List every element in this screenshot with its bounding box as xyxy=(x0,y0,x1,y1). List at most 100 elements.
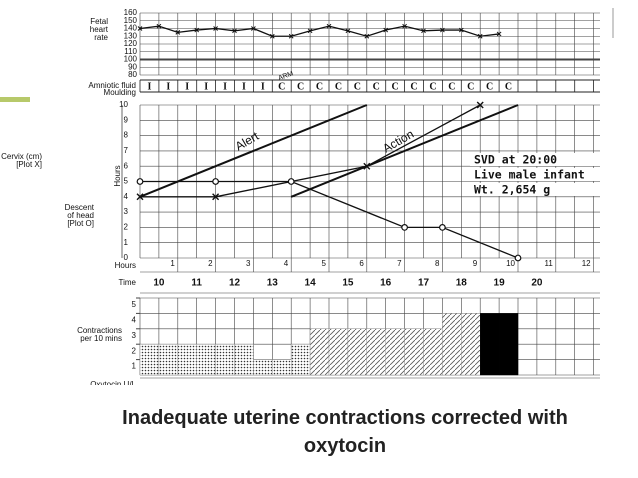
title-line: oxytocin xyxy=(303,435,387,457)
x-tick-label: 10 xyxy=(506,259,515,268)
y-tick-label: 10 xyxy=(119,100,128,109)
liquor-entry: C xyxy=(410,81,417,92)
contraction-bar xyxy=(309,328,330,376)
slide-title: Inadequate uterine contractions correcte… xyxy=(0,404,638,460)
contraction-bar xyxy=(385,328,405,376)
fhr-point xyxy=(156,23,162,29)
y-tick-label: 150 xyxy=(124,16,138,25)
y-tick-label: 6 xyxy=(124,161,129,170)
liquor-entry: C xyxy=(373,81,380,92)
time-label: 18 xyxy=(456,278,468,289)
descent-point xyxy=(439,223,446,231)
liquor-entry: C xyxy=(297,81,304,92)
fhr-point xyxy=(458,27,464,33)
liquor-entry: C xyxy=(335,81,342,92)
x-tick-label: 8 xyxy=(435,259,440,268)
descent-point xyxy=(287,178,295,185)
contraction-bar xyxy=(215,344,235,376)
x-tick-label: 11 xyxy=(544,259,553,268)
contraction-bar xyxy=(498,313,519,376)
axis-label: per 10 mins xyxy=(80,334,122,343)
y-tick-label: 8 xyxy=(124,131,129,140)
series-line xyxy=(140,180,519,259)
x-tick-label: 5 xyxy=(322,259,327,268)
x-tick-label: 7 xyxy=(397,259,402,268)
series-line xyxy=(290,104,519,198)
contraction-bar xyxy=(234,344,254,376)
y-tick-label: 160 xyxy=(124,8,138,17)
fhr-point xyxy=(213,26,218,31)
fhr-point xyxy=(194,27,200,33)
fhr-point xyxy=(496,31,502,37)
liquor-entry: C xyxy=(467,81,474,92)
fhr-point xyxy=(288,33,294,39)
contraction-bar xyxy=(423,328,443,376)
liquor-entry: I xyxy=(242,81,246,92)
fhr-point xyxy=(383,27,389,33)
fhr-point xyxy=(364,33,370,39)
liquor-entry: C xyxy=(448,81,455,92)
axis-label: Fetal xyxy=(90,17,108,26)
y-tick-label: 2 xyxy=(124,223,129,232)
axis-label: rate xyxy=(94,33,108,42)
annotation-bg xyxy=(470,183,600,196)
time-label: 14 xyxy=(305,278,317,289)
contraction-bar xyxy=(291,344,311,376)
descent-point xyxy=(514,254,522,262)
axis-label: of head xyxy=(67,211,94,220)
axis-label: [Plot X] xyxy=(16,160,42,169)
axis-label: heart xyxy=(90,25,109,34)
annotation-bg xyxy=(470,168,600,181)
fhr-point xyxy=(440,27,445,33)
liquor-entry: I xyxy=(204,81,208,92)
fhr-point xyxy=(421,28,426,34)
x-tick-label: 4 xyxy=(284,259,289,268)
liquor-entry: I xyxy=(147,81,151,92)
annotation: ARM xyxy=(277,70,294,82)
row-label: Oxytocin U/L xyxy=(90,380,136,385)
y-tick-label: 130 xyxy=(124,31,138,40)
y-tick-label: 4 xyxy=(124,192,129,201)
liquor-entry: I xyxy=(223,81,227,92)
contraction-bar xyxy=(347,328,367,376)
partograph: 8090100110120130140150160FetalheartrateA… xyxy=(1,8,600,385)
axis-label: Time xyxy=(119,278,137,287)
title-line: Inadequate uterine contractions correcte… xyxy=(122,407,568,429)
time-label: 10 xyxy=(153,278,165,289)
y-tick-label: 3 xyxy=(132,331,137,340)
y-tick-label: 0 xyxy=(124,253,129,262)
y-tick-label: 80 xyxy=(128,70,137,79)
contraction-bar xyxy=(442,313,462,376)
y-tick-label: 1 xyxy=(124,238,129,247)
contraction-bar xyxy=(196,344,216,376)
contraction-bar xyxy=(158,344,178,376)
decor-line xyxy=(612,8,614,38)
fhr-point xyxy=(251,26,256,31)
cervix-point xyxy=(136,193,144,201)
axis-label: Hours xyxy=(115,261,136,270)
y-tick-label: 3 xyxy=(124,207,129,216)
x-tick-label: 3 xyxy=(246,259,251,268)
contraction-bar xyxy=(272,359,292,376)
liquor-entry: C xyxy=(486,81,493,92)
time-label: 12 xyxy=(229,278,241,289)
cervix-point xyxy=(476,101,484,109)
annotation-bg xyxy=(470,153,600,166)
liquor-entry: C xyxy=(316,81,323,92)
y-tick-label: 9 xyxy=(124,115,129,124)
fhr-line xyxy=(139,25,500,37)
time-label: 20 xyxy=(531,278,543,289)
x-tick-label: 9 xyxy=(473,259,478,268)
axis-label: [Plot O] xyxy=(67,219,94,228)
fhr-point xyxy=(175,30,181,35)
y-tick-label: 5 xyxy=(132,300,137,309)
liquor-entry: C xyxy=(392,81,399,92)
time-label: 15 xyxy=(342,278,354,289)
fhr-point xyxy=(232,28,237,34)
x-tick-label: 1 xyxy=(170,259,175,268)
x-tick-label: 2 xyxy=(208,259,213,268)
time-label: 11 xyxy=(191,278,202,289)
y-tick-label: 4 xyxy=(132,316,137,325)
y-tick-label: 7 xyxy=(124,146,129,155)
